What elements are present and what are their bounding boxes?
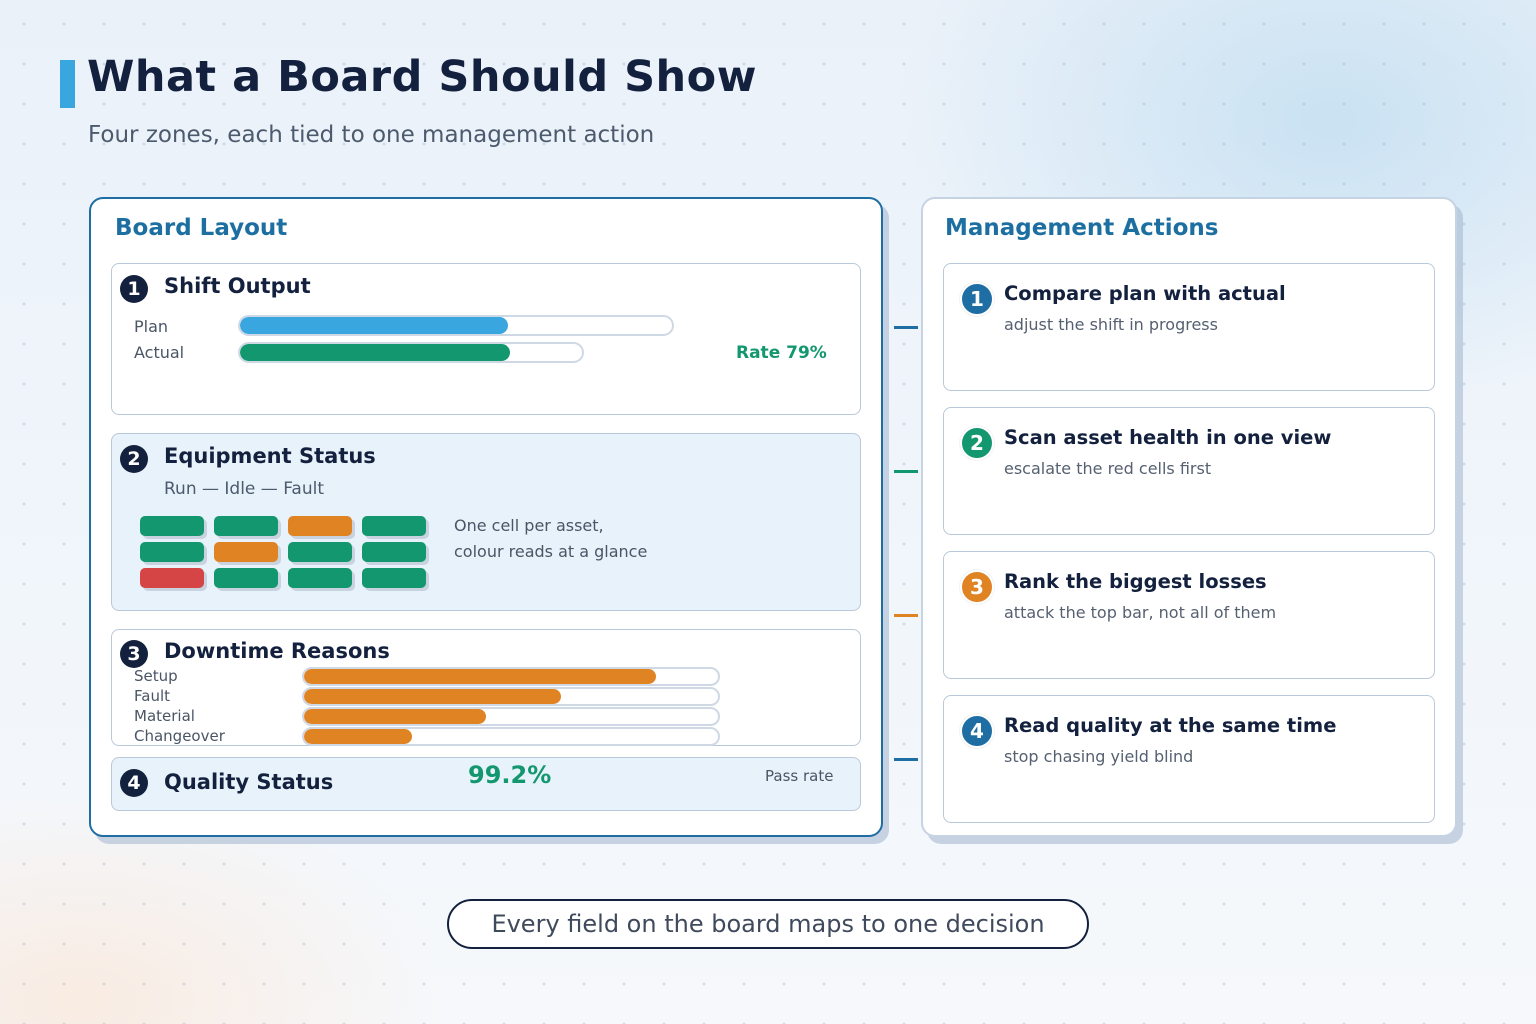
action-card-4: 4 Read quality at the same time stop cha… [943,695,1435,823]
asset-cell-run [362,568,426,588]
downtime-reason-label: Changeover [134,727,225,745]
action-number-badge: 4 [960,714,994,748]
downtime-reason-label: Fault [134,687,170,705]
asset-cell-run [140,516,204,536]
downtime-bar-fill [304,709,487,724]
asset-cell-run [362,516,426,536]
asset-cell-run [214,516,278,536]
action-subtitle: escalate the red cells first [1004,459,1212,478]
action-card-2: 2 Scan asset health in one view escalate… [943,407,1435,535]
asset-cell-run [214,568,278,588]
grid-note-line-1: One cell per asset, [454,516,604,535]
zone-title: Quality Status [164,770,334,794]
connector-3 [894,614,918,617]
asset-cell-run [362,542,426,562]
downtime-bar-track [302,687,720,706]
action-number-badge: 1 [960,282,994,316]
plan-bar-track [238,315,674,336]
downtime-bar-track [302,707,720,726]
action-card-1: 1 Compare plan with actual adjust the sh… [943,263,1435,391]
action-number-badge: 3 [960,570,994,604]
page-subtitle: Four zones, each tied to one management … [88,122,655,148]
plan-bar-fill [240,317,508,334]
plan-label: Plan [134,317,169,336]
page-title: What a Board Should Show [87,52,757,102]
footer-statement: Every field on the board maps to one dec… [447,899,1089,949]
zone-shift-output: 1 Shift Output Plan Actual Rate 79% [111,263,861,415]
asset-cell-grid [140,516,440,596]
status-legend: Run — Idle — Fault [164,479,324,499]
actual-bar-fill [240,344,511,361]
zone-title: Equipment Status [164,444,376,468]
connector-4 [894,758,918,761]
downtime-reason-label: Material [134,707,195,725]
action-title: Compare plan with actual [1004,282,1286,305]
asset-cell-idle [288,516,352,536]
quality-value: 99.2% [468,761,552,789]
zone-title: Downtime Reasons [164,639,390,663]
downtime-bar-track [302,727,720,746]
zone-number-badge: 3 [120,640,148,668]
asset-cell-run [288,542,352,562]
downtime-bar-fill [304,689,561,704]
board-layout-panel: Board Layout 1 Shift Output Plan Actual … [89,197,883,837]
asset-cell-run [140,542,204,562]
downtime-bar-fill [304,729,412,744]
action-subtitle: attack the top bar, not all of them [1004,603,1277,622]
board-layout-heading: Board Layout [115,215,288,241]
asset-cell-run [288,568,352,588]
action-card-3: 3 Rank the biggest losses attack the top… [943,551,1435,679]
zone-number-badge: 1 [120,275,148,303]
downtime-bar-fill [304,669,656,684]
quality-value-label: Pass rate [765,767,834,785]
zone-title: Shift Output [164,274,311,298]
action-number-badge: 2 [960,426,994,460]
management-actions-heading: Management Actions [945,215,1219,241]
asset-cell-fault [140,568,204,588]
zone-quality-status: 4 Quality Status 99.2% Pass rate [111,757,861,811]
actual-label: Actual [134,343,185,362]
zone-number-badge: 4 [120,769,148,797]
action-subtitle: adjust the shift in progress [1004,315,1218,334]
actual-bar-track [238,342,584,363]
downtime-reason-label: Setup [134,667,178,685]
action-title: Rank the biggest losses [1004,570,1267,593]
zone-equipment-status: 2 Equipment Status Run — Idle — Fault On… [111,433,861,611]
rate-value: Rate 79% [736,343,827,363]
zone-downtime-reasons: 3 Downtime Reasons Setup Fault Material Cha… [111,629,861,746]
asset-cell-idle [214,542,278,562]
grid-note-line-2: colour reads at a glance [454,542,648,561]
action-subtitle: stop chasing yield blind [1004,747,1194,766]
connector-1 [894,326,918,329]
connector-2 [894,470,918,473]
title-accent-bar [60,60,75,108]
downtime-bars: Setup Fault Material Changeover [112,666,860,746]
downtime-bar-track [302,667,720,686]
zone-number-badge: 2 [120,445,148,473]
action-title: Read quality at the same time [1004,714,1337,737]
action-title: Scan asset health in one view [1004,426,1332,449]
